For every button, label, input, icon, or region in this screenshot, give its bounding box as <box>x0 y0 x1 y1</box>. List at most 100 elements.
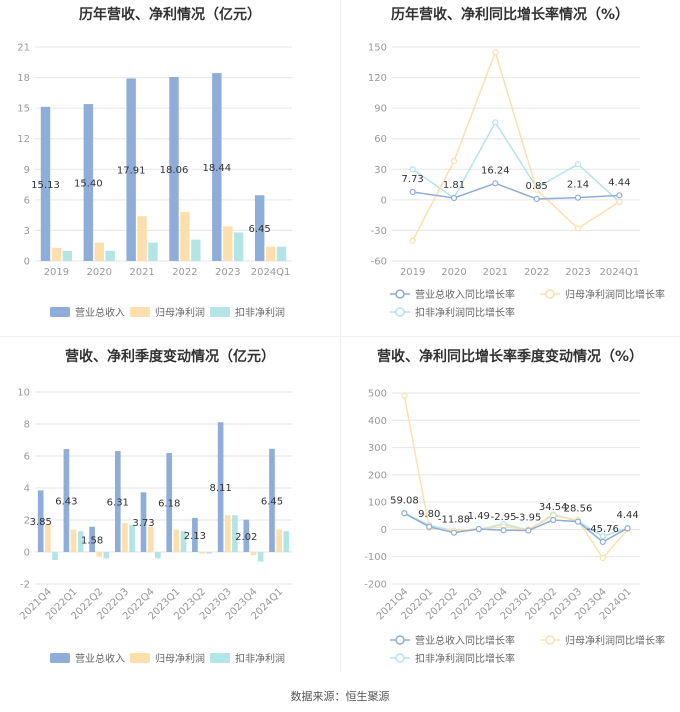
chart1-bar <box>51 247 62 261</box>
chart1-y-tick-label: 3 <box>24 226 30 237</box>
chart1-y-tick-label: 9 <box>24 165 30 176</box>
chart3-bar <box>232 515 238 552</box>
chart4-legend-marker <box>545 635 555 645</box>
chart2-y-tick-label: 90 <box>374 104 387 115</box>
chart1-data-label: 6.45 <box>249 224 271 235</box>
chart2-x-tick-label: 2024Q1 <box>599 267 639 278</box>
annual-revenue-profit-title: 历年营收、净利情况（亿元） <box>79 7 261 23</box>
chart1-bar <box>254 195 265 261</box>
chart4-legend-label: 扣非净利润同比增长率 <box>415 652 515 665</box>
chart3-bar <box>63 449 70 552</box>
chart3-data-label: 3.85 <box>30 517 52 528</box>
chart3-y-tick-label: 0 <box>24 548 30 559</box>
chart4-point <box>599 554 606 562</box>
chart3-bar <box>199 552 205 554</box>
chart3-bar <box>122 523 128 552</box>
chart1-bar <box>137 216 147 261</box>
chart1-bar <box>276 246 287 261</box>
chart1-legend-label: 归母净利润 <box>155 306 205 319</box>
chart2-point <box>492 180 499 187</box>
chart4-y-tick-label: -100 <box>364 552 387 563</box>
chart1-bar <box>83 104 94 261</box>
chart1-bar <box>148 242 158 261</box>
chart2-data-label: 7.73 <box>402 174 424 185</box>
chart1-bar <box>169 76 179 262</box>
chart1-bar <box>265 246 276 261</box>
chart1-y-tick-label: 18 <box>17 73 30 84</box>
chart3-data-label: 6.18 <box>158 499 180 510</box>
chart4-legend-label: 营业总收入同比增长率 <box>415 634 515 647</box>
chart1-y-tick-label: 15 <box>17 104 30 115</box>
chart1-bar <box>94 242 104 261</box>
chart3-data-label: 1.58 <box>81 535 103 546</box>
chart3-data-label: 6.31 <box>107 498 129 509</box>
chart3-data-label: 6.43 <box>55 497 77 508</box>
chart2-point <box>574 161 582 168</box>
chart4-legend-marker <box>395 653 405 663</box>
chart1-legend-swatch <box>130 307 150 317</box>
data-source-footer: 数据来源：恒生聚源 <box>290 690 390 703</box>
chart3-data-label: 8.11 <box>209 483 231 494</box>
chart4-y-tick-label: -200 <box>364 580 387 591</box>
chart4-point <box>500 527 507 534</box>
chart4-point <box>525 527 532 534</box>
chart4-y-tick-label: 0 <box>381 525 387 536</box>
chart1-legend-label: 营业总收入 <box>75 306 125 319</box>
chart3-bar <box>154 552 161 559</box>
chart4-series-line <box>404 512 628 543</box>
chart1-y-tick-label: 0 <box>24 257 30 268</box>
chart4-y-tick-label: 400 <box>368 416 387 427</box>
chart3-bar <box>180 531 187 552</box>
chart1-bar <box>180 212 190 261</box>
chart4-data-label: -45.76 <box>587 524 619 535</box>
chart2-data-label: 16.24 <box>481 165 510 176</box>
chart2-legend-label: 归母净利润同比增长率 <box>565 288 665 301</box>
chart4-point <box>624 525 631 532</box>
chart2-legend-label: 营业总收入同比增长率 <box>415 288 515 301</box>
chart2-series-line <box>412 49 620 241</box>
chart3-bar <box>217 422 224 552</box>
chart4-data-label: 59.08 <box>390 495 419 506</box>
chart3-y-tick-label: 10 <box>17 388 30 399</box>
chart1-x-tick-label: 2021 <box>129 267 154 278</box>
chart2-x-tick-label: 2023 <box>565 267 590 278</box>
chart2-point <box>533 186 540 193</box>
chart2-point <box>616 192 623 199</box>
chart3-bar <box>103 552 110 559</box>
chart3-bar <box>45 524 51 552</box>
chart4-data-label: 4.44 <box>616 510 638 521</box>
chart3-y-tick-label: 4 <box>24 484 30 495</box>
chart3-bar <box>70 529 77 552</box>
chart3-bar <box>250 552 257 556</box>
chart3-data-label: 6.45 <box>261 496 283 507</box>
chart2-y-tick-label: 60 <box>374 134 387 145</box>
chart1-bar <box>105 250 115 261</box>
chart4-point <box>574 518 582 525</box>
chart2-x-tick-label: 2021 <box>483 267 508 278</box>
chart4-series-line <box>404 512 628 538</box>
chart2-y-tick-label: 120 <box>368 73 387 84</box>
chart1-bar <box>40 106 51 262</box>
chart2-data-label: 2.14 <box>567 180 589 191</box>
chart3-bar <box>114 451 121 552</box>
chart4-point <box>450 529 458 536</box>
chart1-legend-swatch <box>50 307 70 317</box>
chart3-bar <box>37 490 44 552</box>
annual-growth-rate-title: 历年营收、净利同比增长率情况（%） <box>390 7 630 23</box>
chart1-bar <box>212 73 222 261</box>
chart1-data-label: 17.91 <box>117 166 146 177</box>
chart2-series-line <box>412 120 620 203</box>
chart4-data-label: 28.56 <box>564 504 593 515</box>
chart4-legend-marker <box>395 635 405 645</box>
chart2-point <box>409 166 416 173</box>
chart4-data-label: -3.95 <box>515 513 541 524</box>
chart3-y-tick-label: 2 <box>24 516 30 527</box>
chart2-x-tick-label: 2022 <box>524 267 549 278</box>
chart2-point <box>616 198 623 205</box>
chart2-point <box>492 119 499 126</box>
chart2-y-tick-label: -30 <box>371 226 387 237</box>
chart1-x-tick-label: 2024Q1 <box>251 267 291 278</box>
chart3-y-tick-label: 8 <box>24 420 30 431</box>
chart3-y-tick-label: 6 <box>24 452 30 463</box>
